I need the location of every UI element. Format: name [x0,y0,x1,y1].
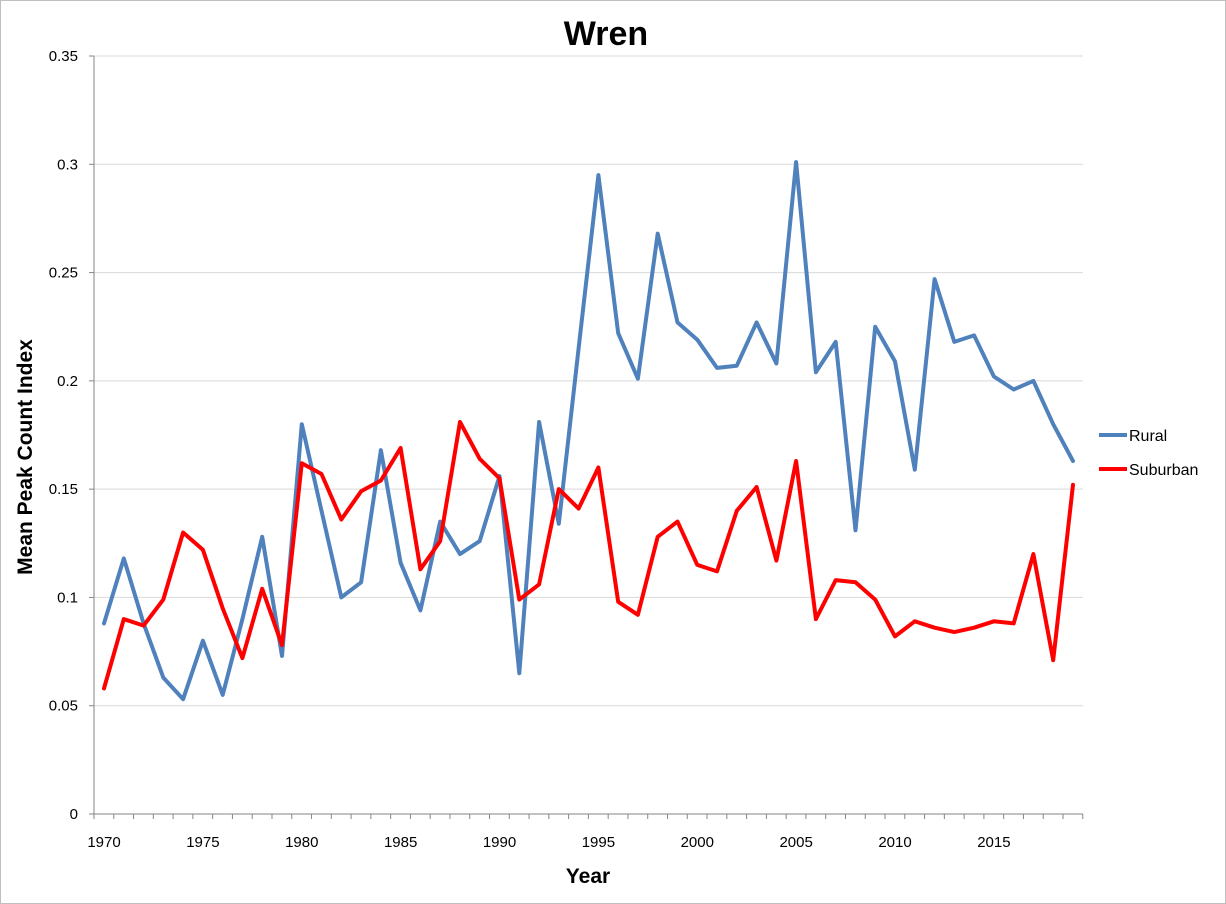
x-tick-label: 2000 [681,834,714,851]
y-tick-label: 0.35 [49,48,78,65]
y-tick-label: 0.1 [57,589,78,606]
series-line-suburban [102,420,1075,691]
gridlines [94,55,1083,707]
legend: Rural Suburban [1099,428,1198,479]
x-axis-title: Year [566,865,610,888]
legend-label-suburban: Suburban [1129,462,1198,479]
x-tick-label: 1980 [285,834,318,851]
series-lines [102,160,1075,702]
x-tick-label: 1970 [87,834,120,851]
x-tick-label: 2015 [977,834,1010,851]
axes: 0 0.05 0.1 0.15 0.2 0.25 0.3 0.35 1970 1975 1980 19… [49,48,1084,851]
y-tick-label: 0.15 [49,481,78,498]
x-tick-label: 1985 [384,834,417,851]
x-tick-label: 2010 [878,834,911,851]
x-tick-label: 2005 [779,834,812,851]
y-axis-title: Mean Peak Count Index [14,339,37,575]
x-tick-label: 1990 [483,834,516,851]
x-tick-label: 1995 [582,834,615,851]
y-tick-label: 0 [70,806,78,823]
y-tick-label: 0.3 [57,156,78,173]
series-line-rural [102,160,1075,702]
legend-label-rural: Rural [1129,428,1167,445]
y-tick-label: 0.2 [57,373,78,390]
chart-title: Wren [564,15,648,53]
y-tick-label: 0.25 [49,265,78,282]
x-tick-label: 1975 [186,834,219,851]
y-tick-label: 0.05 [49,698,78,715]
